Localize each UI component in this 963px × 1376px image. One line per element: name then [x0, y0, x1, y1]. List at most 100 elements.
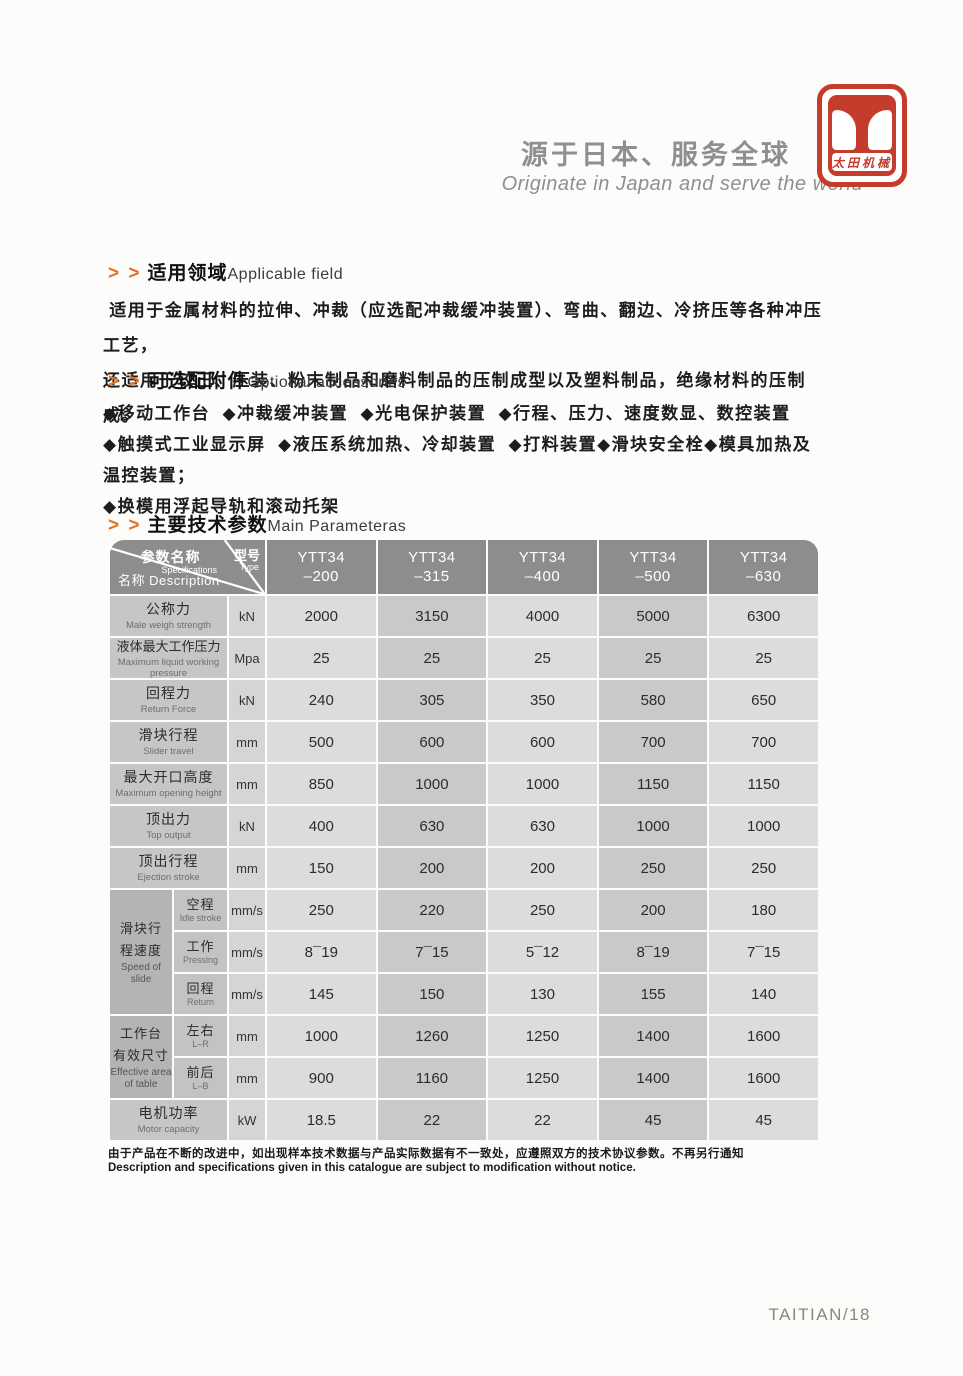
row-unit: mm [229, 1016, 265, 1056]
value-cell: 155 [598, 974, 708, 1014]
value-text: 850 [308, 775, 334, 793]
value-text: 6300 [747, 607, 781, 625]
value-text: 630 [529, 817, 555, 835]
value-cell: 200 [488, 848, 597, 888]
value-text: 500 [308, 733, 334, 751]
value-cell: 240 [267, 680, 376, 720]
value-cell: 2000 [267, 596, 376, 636]
group-label-zh: 工作台 [119, 1026, 162, 1041]
accessory-line: ◆移动工作台 ◆冲裁缓冲装置 ◆光电保护装置 ◆行程、压力、速度数显、数控装置 [103, 404, 791, 423]
accessory-line: ◆换模用浮起导轨和滚动托架 [103, 497, 340, 516]
value-text: 3150 [415, 607, 449, 625]
value-text: 22 [423, 1111, 441, 1129]
row-unit: kN [229, 596, 265, 636]
value-text: 250 [640, 859, 666, 877]
value-text: 650 [751, 691, 777, 709]
logo-red-square: 太田机械 [828, 95, 896, 176]
value-cell: 600 [488, 722, 597, 762]
model-name: YTT34 [408, 549, 456, 566]
value-cell: 5¯12 [488, 932, 597, 972]
row-label-en: Pressing [182, 955, 218, 965]
value-text: 700 [640, 733, 666, 751]
row-label: 前后 L–B [174, 1058, 227, 1098]
row-label-en: Male weigh strength [125, 620, 212, 631]
row-label-zh: 回程 [186, 981, 215, 996]
corner-desc: 名称 Description [118, 573, 220, 588]
brand-tagline-zh: 源于日本、服务全球 [521, 140, 791, 170]
row-label: 回程力 Return Force [110, 680, 227, 720]
row-label: 顶出行程 Ejection stroke [110, 848, 227, 888]
model-header: YTT34 –315 [377, 540, 487, 594]
row-label: 回程 Return [174, 974, 227, 1014]
chevron-icon: > > [108, 263, 142, 284]
value-cell: 1400 [598, 1058, 708, 1098]
section-heading-main-parameters: > > 主要技术参数Main Parameteras [108, 510, 406, 537]
value-cell: 150 [267, 848, 376, 888]
value-cell: 630 [377, 806, 487, 846]
value-cell: 1400 [598, 1016, 708, 1056]
row-label: 空程 Idle stroke [174, 890, 227, 930]
model-size: –315 [414, 568, 450, 585]
row-label: 顶出力 Top output [110, 806, 227, 846]
row-label-en: Maximum liquid working pressure [117, 656, 220, 679]
accessories-list: ◆移动工作台 ◆冲裁缓冲装置 ◆光电保护装置 ◆行程、压力、速度数显、数控装置 … [103, 398, 828, 522]
value-cell: 25 [267, 638, 376, 678]
value-text: 1260 [415, 1027, 449, 1045]
value-cell: 25 [709, 638, 818, 678]
value-text: 25 [644, 649, 662, 667]
row-label: 液体最大工作压力 Maximum liquid working pressure [110, 638, 227, 679]
value-text: 150 [308, 859, 334, 877]
row-label-zh: 顶出行程 [138, 853, 199, 869]
footnote-en: Description and specifications given in … [108, 1162, 636, 1174]
value-text: 240 [308, 691, 334, 709]
row-label-zh: 滑块行程 [138, 727, 199, 743]
corner-type-en: Type [239, 562, 259, 572]
value-text: 200 [419, 859, 445, 877]
row-label-zh: 顶出力 [146, 811, 191, 827]
value-cell: 200 [377, 848, 487, 888]
value-cell: 7¯15 [377, 932, 487, 972]
model-name: YTT34 [629, 549, 677, 566]
value-cell: 700 [598, 722, 708, 762]
row-unit: mm [229, 764, 265, 804]
group-label-zh: 程速度 [119, 943, 162, 958]
value-text: 1000 [304, 1027, 338, 1045]
row-label-en: Return Force [140, 704, 197, 715]
value-text: 580 [640, 691, 666, 709]
value-text: 305 [419, 691, 445, 709]
heading-en: Optional accessories [247, 374, 407, 391]
row-label-zh: 前后 [186, 1065, 215, 1080]
parameters-table: 参数名称 Specifications 型号 Type 名称 Description YT… [110, 540, 818, 1140]
corner-type-zh: 型号 [233, 548, 260, 563]
row-unit: mm/s [229, 974, 265, 1014]
row-unit: mm/s [229, 932, 265, 972]
value-text: 250 [751, 859, 777, 877]
model-header: YTT34 –500 [598, 540, 708, 594]
row-unit: kN [229, 806, 265, 846]
value-cell: 630 [488, 806, 597, 846]
model-size: –200 [303, 568, 339, 585]
table-corner-cell: 参数名称 Specifications 型号 Type 名称 Description [110, 540, 265, 594]
footnote: 由于产品在不断的改进中，如出现样本技术数据与产品实际数据有不一致处，应遵照双方的… [108, 1147, 744, 1175]
value-text: 700 [751, 733, 777, 751]
value-cell: 7¯15 [709, 932, 818, 972]
value-text: 200 [529, 859, 555, 877]
row-label-en: L–B [192, 1081, 209, 1091]
row-group-label: 工作台 有效尺寸 Effective area of table [110, 1016, 172, 1098]
value-text: 1160 [415, 1069, 449, 1087]
value-text: 1000 [525, 775, 560, 793]
model-name: YTT34 [297, 549, 346, 566]
value-cell: 150 [377, 974, 487, 1014]
value-cell: 18.5 [267, 1100, 376, 1140]
corner-spec-zh: 参数名称 [140, 549, 201, 565]
value-text: 45 [755, 1111, 773, 1129]
value-text: 1600 [747, 1027, 781, 1045]
row-unit: mm/s [229, 890, 265, 930]
value-text: 1000 [415, 775, 449, 793]
value-cell: 350 [488, 680, 597, 720]
row-group-label: 滑块行 程速度 Speed of slide [110, 890, 172, 1014]
value-text: 1600 [747, 1069, 781, 1087]
value-cell: 1260 [377, 1016, 487, 1056]
row-unit: mm [229, 1058, 265, 1098]
value-cell: 25 [377, 638, 487, 678]
